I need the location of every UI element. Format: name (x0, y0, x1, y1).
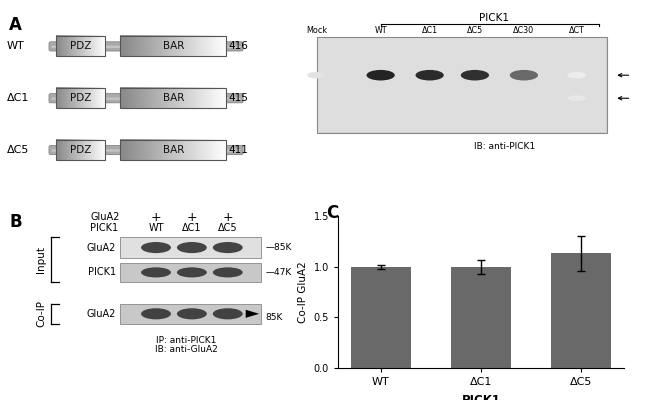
Text: Co-IP: Co-IP (36, 300, 46, 327)
Text: 85K: 85K (265, 313, 283, 322)
FancyBboxPatch shape (49, 42, 243, 51)
Text: GluA2: GluA2 (86, 309, 116, 319)
Ellipse shape (213, 267, 242, 278)
Ellipse shape (177, 267, 207, 278)
Bar (120, 88, 226, 108)
FancyBboxPatch shape (49, 94, 243, 103)
Text: ΔC5: ΔC5 (467, 26, 483, 34)
Text: 416: 416 (229, 41, 248, 51)
Text: PDZ: PDZ (70, 145, 91, 155)
Bar (56, 88, 105, 108)
Text: +: + (151, 211, 161, 224)
Bar (120, 140, 226, 160)
Ellipse shape (307, 72, 326, 78)
Bar (56, 36, 105, 56)
Text: 415: 415 (229, 93, 248, 103)
Polygon shape (246, 310, 259, 318)
Text: ΔC1: ΔC1 (422, 26, 437, 34)
Ellipse shape (567, 95, 586, 101)
Text: IB: anti-GluA2: IB: anti-GluA2 (155, 345, 217, 354)
Text: BAR: BAR (162, 145, 184, 155)
Text: PICK1: PICK1 (88, 267, 116, 278)
Bar (451, 267, 511, 368)
Ellipse shape (141, 242, 171, 253)
Text: —47K: —47K (265, 268, 291, 277)
Ellipse shape (213, 242, 242, 253)
Ellipse shape (510, 70, 538, 80)
FancyBboxPatch shape (52, 149, 240, 152)
Text: B: B (10, 212, 22, 230)
Text: ΔC1: ΔC1 (6, 93, 29, 103)
Ellipse shape (141, 308, 171, 319)
Ellipse shape (415, 70, 444, 80)
Ellipse shape (141, 267, 171, 278)
Ellipse shape (177, 242, 207, 253)
Text: IP: anti-PICK1: IP: anti-PICK1 (156, 336, 216, 345)
Text: WT: WT (374, 26, 387, 34)
Text: WT: WT (148, 223, 164, 233)
Ellipse shape (367, 70, 395, 80)
Bar (120, 36, 226, 56)
Text: BAR: BAR (162, 93, 184, 103)
Text: ΔC5: ΔC5 (218, 223, 237, 233)
Text: BAR: BAR (162, 41, 184, 51)
Ellipse shape (177, 308, 207, 319)
Text: PDZ: PDZ (70, 41, 91, 51)
Text: C: C (326, 204, 338, 222)
Text: Input: Input (36, 246, 46, 273)
Text: PDZ: PDZ (70, 93, 91, 103)
Ellipse shape (461, 70, 489, 80)
FancyBboxPatch shape (49, 146, 243, 155)
Y-axis label: Co-IP GluA2: Co-IP GluA2 (298, 261, 308, 323)
Text: +: + (222, 211, 233, 224)
Text: ΔCT: ΔCT (569, 26, 584, 34)
Bar (120, 238, 261, 258)
Bar (318, 38, 605, 132)
FancyBboxPatch shape (52, 98, 240, 100)
Ellipse shape (567, 72, 586, 78)
FancyBboxPatch shape (52, 46, 240, 48)
Bar (351, 267, 411, 368)
Text: ΔC5: ΔC5 (6, 145, 29, 155)
Bar (120, 263, 261, 282)
Text: Mock: Mock (306, 26, 327, 34)
Text: PICK1: PICK1 (90, 223, 118, 233)
Text: WT: WT (6, 41, 24, 51)
Text: GluA2: GluA2 (86, 242, 116, 252)
Text: —85K: —85K (265, 243, 291, 252)
X-axis label: PICK1: PICK1 (462, 394, 501, 400)
Text: ΔC30: ΔC30 (514, 26, 534, 34)
Text: PICK1: PICK1 (479, 12, 509, 22)
Bar (317, 37, 607, 133)
Text: +: + (187, 211, 197, 224)
Text: ΔC1: ΔC1 (182, 223, 202, 233)
Text: IB: anti-PICK1: IB: anti-PICK1 (474, 142, 536, 151)
Text: A: A (9, 16, 22, 34)
Bar (56, 140, 105, 160)
Bar (120, 304, 261, 324)
Text: GluA2: GluA2 (90, 212, 120, 222)
Text: 411: 411 (229, 145, 248, 155)
Bar (551, 254, 611, 368)
Ellipse shape (213, 308, 242, 319)
